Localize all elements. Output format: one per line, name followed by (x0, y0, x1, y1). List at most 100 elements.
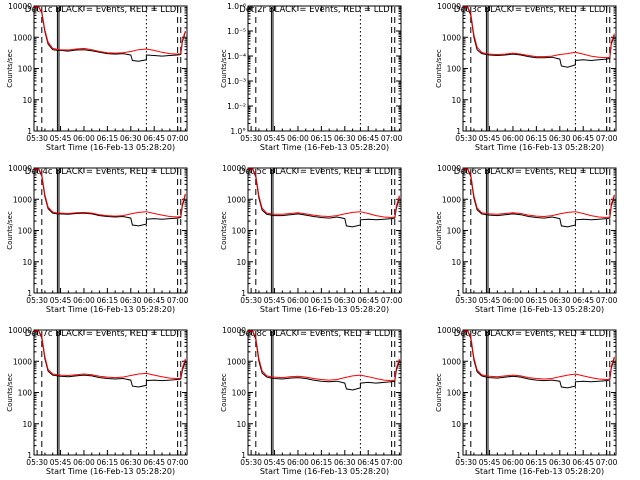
events-series-line (463, 330, 615, 389)
y-tick-label: 10 (236, 258, 246, 267)
events-series-line (34, 168, 186, 227)
panel-9: Det 9c BLACK = Events, RED = LLD Counts/s… (435, 326, 618, 476)
lld-series-line (248, 168, 400, 219)
x-tick-label: 07:00 (381, 296, 403, 305)
x-axis-label: Start Time (16-Feb-13 05:28:20) (260, 305, 389, 314)
x-tick-label: 06:45 (143, 458, 165, 467)
y-tick-label: 10000 (222, 326, 246, 335)
x-tick-label: 07:00 (167, 458, 189, 467)
x-tick-label: 06:15 (311, 458, 333, 467)
panel-title: Det 2r BLACK = Events, RED = LLD (239, 5, 390, 15)
y-tick-label: 1 (27, 289, 32, 298)
y-tick-label: 100 (447, 65, 462, 74)
x-tick-label: 06:45 (572, 458, 594, 467)
y-axis-label: Counts/sec (435, 49, 443, 88)
x-tick-label: 06:30 (549, 296, 571, 305)
x-tick-label: 06:00 (502, 134, 524, 143)
panel-title: Det 6c BLACK = Events, RED = LLD (454, 167, 606, 177)
x-tick-label: 06:30 (120, 134, 142, 143)
x-tick-label: 07:00 (596, 296, 618, 305)
y-tick-label: 10 (451, 420, 461, 429)
y-tick-label: 1000 (442, 195, 461, 204)
y-tick-label: 1.0⁻⁴ (227, 52, 246, 61)
y-tick-label: 1 (241, 289, 246, 298)
x-tick-label: 06:00 (287, 296, 309, 305)
lld-series-line (248, 330, 400, 382)
x-tick-label: 05:45 (264, 458, 286, 467)
y-tick-label: 10000 (437, 326, 461, 335)
x-axis-label: Start Time (16-Feb-13 05:28:20) (260, 467, 389, 476)
x-tick-label: 06:45 (357, 134, 379, 143)
x-tick-label: 05:30 (240, 458, 262, 467)
x-tick-label: 06:30 (334, 296, 356, 305)
y-tick-label: 1 (241, 451, 246, 460)
x-axis-label: Start Time (16-Feb-13 05:28:20) (475, 467, 604, 476)
y-tick-label: 100 (447, 227, 462, 236)
x-tick-label: 06:45 (143, 134, 165, 143)
panel-4: Det 4c BLACK = Events, RED = LLD Counts/s… (6, 164, 189, 314)
x-tick-label: 06:15 (526, 296, 548, 305)
x-tick-label: 05:30 (26, 134, 48, 143)
x-tick-label: 06:45 (143, 296, 165, 305)
y-tick-label: 1.0⁻² (227, 102, 246, 111)
y-axis-label: Counts/sec (435, 373, 443, 412)
y-tick-label: 1.0⁻³ (227, 77, 246, 86)
x-tick-label: 05:45 (479, 458, 501, 467)
y-tick-label: 100 (232, 227, 247, 236)
panel-1: Det 1c BLACK = Events, RED = LLD Counts/s… (6, 2, 189, 152)
x-tick-label: 06:45 (357, 458, 379, 467)
x-tick-label: 05:45 (264, 134, 286, 143)
lld-series-line (34, 6, 186, 55)
panel-6: Det 6c BLACK = Events, RED = LLD Counts/s… (435, 164, 618, 314)
x-tick-label: 05:45 (479, 296, 501, 305)
x-tick-label: 05:30 (240, 134, 262, 143)
panel-title: Det 8c BLACK = Events, RED = LLD (239, 329, 391, 339)
y-tick-label: 1.0⁻⁶ (227, 2, 246, 11)
x-tick-label: 05:30 (26, 296, 48, 305)
y-tick-label: 10 (22, 258, 32, 267)
y-tick-label: 1 (27, 127, 32, 136)
events-series-line (34, 6, 186, 62)
x-tick-label: 06:30 (549, 134, 571, 143)
lld-series-line (463, 6, 615, 59)
x-tick-label: 06:00 (502, 458, 524, 467)
plot-frame (247, 5, 402, 132)
events-series-line (248, 330, 400, 391)
y-tick-label: 10000 (222, 164, 246, 173)
x-tick-label: 07:00 (381, 134, 403, 143)
panel-7: Det 7c BLACK = Events, RED = LLD Counts/s… (6, 326, 189, 476)
panel-title: Det 9c BLACK = Events, RED = LLD (454, 329, 606, 339)
y-tick-label: 100 (18, 65, 33, 74)
x-tick-label: 06:15 (311, 296, 333, 305)
panel-title: Det 4c BLACK = Events, RED = LLD (25, 167, 177, 177)
y-tick-label: 1.0⁻⁵ (227, 27, 246, 36)
x-tick-label: 07:00 (167, 296, 189, 305)
y-tick-label: 100 (18, 389, 33, 398)
x-tick-label: 07:00 (167, 134, 189, 143)
x-tick-label: 07:00 (596, 458, 618, 467)
events-series-line (34, 330, 186, 388)
x-tick-label: 06:45 (357, 296, 379, 305)
y-axis-label: Counts/sec (435, 211, 443, 250)
y-tick-label: 100 (447, 389, 462, 398)
x-tick-label: 06:00 (287, 134, 309, 143)
events-series-line (248, 168, 400, 228)
y-tick-label: 10 (22, 96, 32, 105)
x-tick-label: 05:30 (455, 134, 477, 143)
x-tick-label: 06:00 (73, 134, 95, 143)
y-tick-label: 10 (22, 420, 32, 429)
lld-series-line (463, 168, 615, 219)
y-axis-label: Counts/sec (6, 211, 14, 250)
x-tick-label: 06:00 (73, 458, 95, 467)
x-tick-label: 06:15 (526, 134, 548, 143)
x-tick-label: 06:00 (502, 296, 524, 305)
x-axis-label: Start Time (16-Feb-13 05:28:20) (46, 143, 175, 152)
x-tick-label: 05:45 (50, 134, 72, 143)
x-tick-label: 05:45 (50, 458, 72, 467)
lld-series-line (34, 330, 186, 380)
y-axis-label: Counts/sec (6, 373, 14, 412)
y-tick-label: 10000 (8, 326, 32, 335)
x-tick-label: 06:30 (549, 458, 571, 467)
x-tick-label: 05:45 (264, 296, 286, 305)
